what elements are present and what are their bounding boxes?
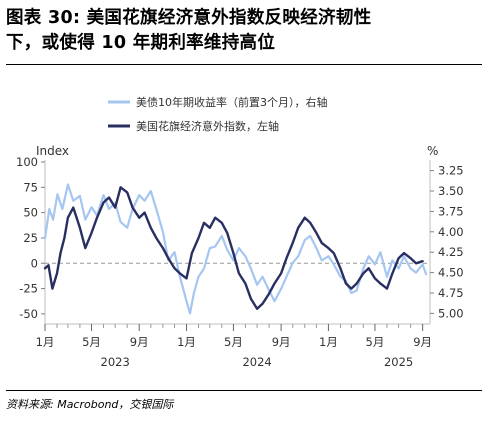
source-note: 资料来源: Macrobond，交银国际 — [6, 398, 174, 411]
x-month-label: 1月 — [36, 335, 55, 349]
x-month-label: 5月 — [82, 335, 101, 349]
x-month-label: 1月 — [319, 335, 338, 349]
x-month-label: 1月 — [177, 335, 196, 349]
x-month-label: 5月 — [366, 335, 385, 349]
bond-yield-series-line — [43, 183, 428, 315]
right-tick-label: 4.25 — [438, 245, 464, 259]
x-year-label: 2024 — [242, 355, 271, 369]
left-tick-label: 100 — [16, 155, 38, 169]
left-tick-label: 0 — [31, 256, 38, 270]
right-tick-label: 3.25 — [438, 164, 464, 178]
right-tick-label: 4.50 — [438, 266, 464, 280]
x-month-label: 9月 — [130, 335, 149, 349]
right-tick-label: 5.00 — [438, 306, 464, 320]
x-month-label: 5月 — [224, 335, 243, 349]
left-tick-label: -50 — [19, 307, 38, 321]
chart-title-line-2: 下，或使得 10 年期利率维持高位 — [6, 33, 276, 53]
title-divider — [6, 64, 482, 65]
right-axis-label: % — [427, 144, 438, 158]
x-month-label: 9月 — [272, 335, 291, 349]
right-tick-label: 4.00 — [438, 225, 464, 239]
chart-title: 图表 30: 美国花旗经济意外指数反映经济韧性 下，或使得 10 年期利率维持高… — [6, 6, 482, 56]
x-month-label: 9月 — [413, 335, 432, 349]
right-tick-label: 4.75 — [438, 286, 464, 300]
left-tick-label: 25 — [23, 231, 38, 245]
right-tick-label: 3.75 — [438, 204, 464, 218]
legend-label-bond: 美债10年期收益率（前置3个月），右轴 — [136, 95, 328, 109]
surprise-index-series-line — [43, 186, 424, 310]
left-axis-label: Index — [36, 144, 69, 158]
x-year-label: 2025 — [384, 355, 413, 369]
source-divider — [6, 390, 482, 391]
chart-title-line-1: 图表 30: 美国花旗经济意外指数反映经济韧性 — [6, 8, 372, 28]
legend-label-surprise: 美国花旗经济意外指数，左轴 — [136, 119, 279, 133]
left-tick-label: -25 — [19, 282, 38, 296]
left-tick-label: 75 — [23, 180, 38, 194]
left-tick-label: 50 — [23, 206, 38, 220]
x-year-label: 2023 — [101, 355, 130, 369]
right-tick-label: 3.50 — [438, 184, 464, 198]
